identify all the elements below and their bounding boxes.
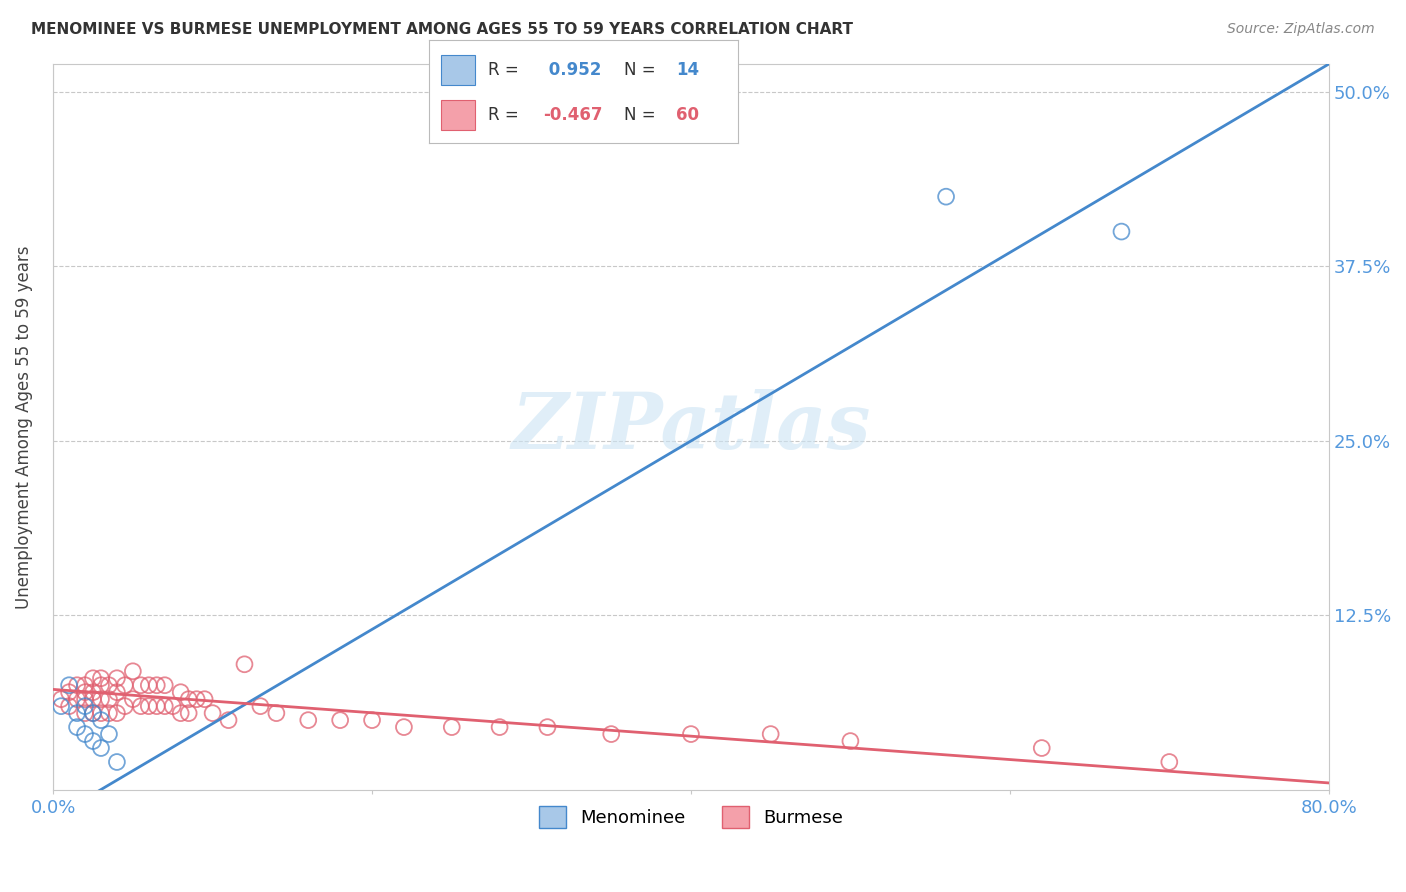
Point — [73, 678, 96, 692]
Point — [146, 699, 169, 714]
Point — [146, 678, 169, 692]
Point — [105, 755, 128, 769]
Point — [49, 692, 72, 706]
Point — [536, 720, 558, 734]
Point — [600, 727, 623, 741]
Point — [90, 713, 112, 727]
Point — [138, 699, 160, 714]
Text: MENOMINEE VS BURMESE UNEMPLOYMENT AMONG AGES 55 TO 59 YEARS CORRELATION CHART: MENOMINEE VS BURMESE UNEMPLOYMENT AMONG … — [31, 22, 853, 37]
Text: 60: 60 — [676, 106, 699, 124]
Point — [97, 727, 120, 741]
Point — [114, 678, 136, 692]
Point — [679, 727, 702, 741]
Point — [49, 699, 72, 714]
Point — [170, 706, 193, 720]
Y-axis label: Unemployment Among Ages 55 to 59 years: Unemployment Among Ages 55 to 59 years — [15, 245, 32, 608]
Point — [73, 727, 96, 741]
Point — [66, 678, 89, 692]
Point — [129, 699, 152, 714]
Point — [1031, 741, 1053, 756]
Point — [201, 706, 224, 720]
Point — [170, 685, 193, 699]
Text: N =: N = — [624, 61, 655, 78]
Point — [82, 671, 104, 685]
Point — [105, 685, 128, 699]
Point — [186, 692, 208, 706]
Point — [105, 671, 128, 685]
Point — [90, 741, 112, 756]
Point — [1111, 225, 1133, 239]
Point — [97, 678, 120, 692]
Point — [759, 727, 782, 741]
Point — [82, 734, 104, 748]
Point — [90, 692, 112, 706]
Point — [153, 699, 176, 714]
Point — [266, 706, 288, 720]
Point — [138, 678, 160, 692]
Point — [121, 692, 143, 706]
Point — [249, 699, 271, 714]
Point — [162, 699, 184, 714]
Point — [82, 706, 104, 720]
Bar — [441, 54, 475, 86]
Legend: Menominee, Burmese: Menominee, Burmese — [531, 799, 851, 835]
Point — [129, 678, 152, 692]
Point — [58, 699, 80, 714]
Bar — [441, 100, 475, 130]
Point — [73, 706, 96, 720]
Text: R =: R = — [488, 61, 519, 78]
Text: N =: N = — [624, 106, 655, 124]
Point — [177, 706, 200, 720]
Text: 14: 14 — [676, 61, 699, 78]
Point — [97, 706, 120, 720]
Point — [90, 706, 112, 720]
Point — [440, 720, 463, 734]
Point — [90, 678, 112, 692]
Text: -0.467: -0.467 — [543, 106, 603, 124]
Point — [153, 678, 176, 692]
Point — [329, 713, 352, 727]
Point — [177, 692, 200, 706]
Point — [82, 685, 104, 699]
Point — [361, 713, 384, 727]
Point — [233, 657, 256, 672]
Point — [66, 692, 89, 706]
Point — [839, 734, 862, 748]
Point — [90, 671, 112, 685]
Point — [66, 706, 89, 720]
Point — [297, 713, 319, 727]
Point — [1159, 755, 1181, 769]
Point — [82, 692, 104, 706]
Point — [58, 678, 80, 692]
Text: 0.952: 0.952 — [543, 61, 602, 78]
Point — [194, 692, 217, 706]
Point — [58, 685, 80, 699]
Text: ZIPatlas: ZIPatlas — [512, 389, 870, 466]
Point — [82, 706, 104, 720]
Point — [121, 665, 143, 679]
Point — [218, 713, 240, 727]
Point — [73, 685, 96, 699]
Point — [114, 699, 136, 714]
Point — [97, 692, 120, 706]
Point — [73, 699, 96, 714]
Point — [105, 706, 128, 720]
Point — [392, 720, 415, 734]
Point — [66, 720, 89, 734]
Text: R =: R = — [488, 106, 519, 124]
Point — [488, 720, 510, 734]
Text: Source: ZipAtlas.com: Source: ZipAtlas.com — [1227, 22, 1375, 37]
Point — [73, 692, 96, 706]
Point — [935, 189, 957, 203]
